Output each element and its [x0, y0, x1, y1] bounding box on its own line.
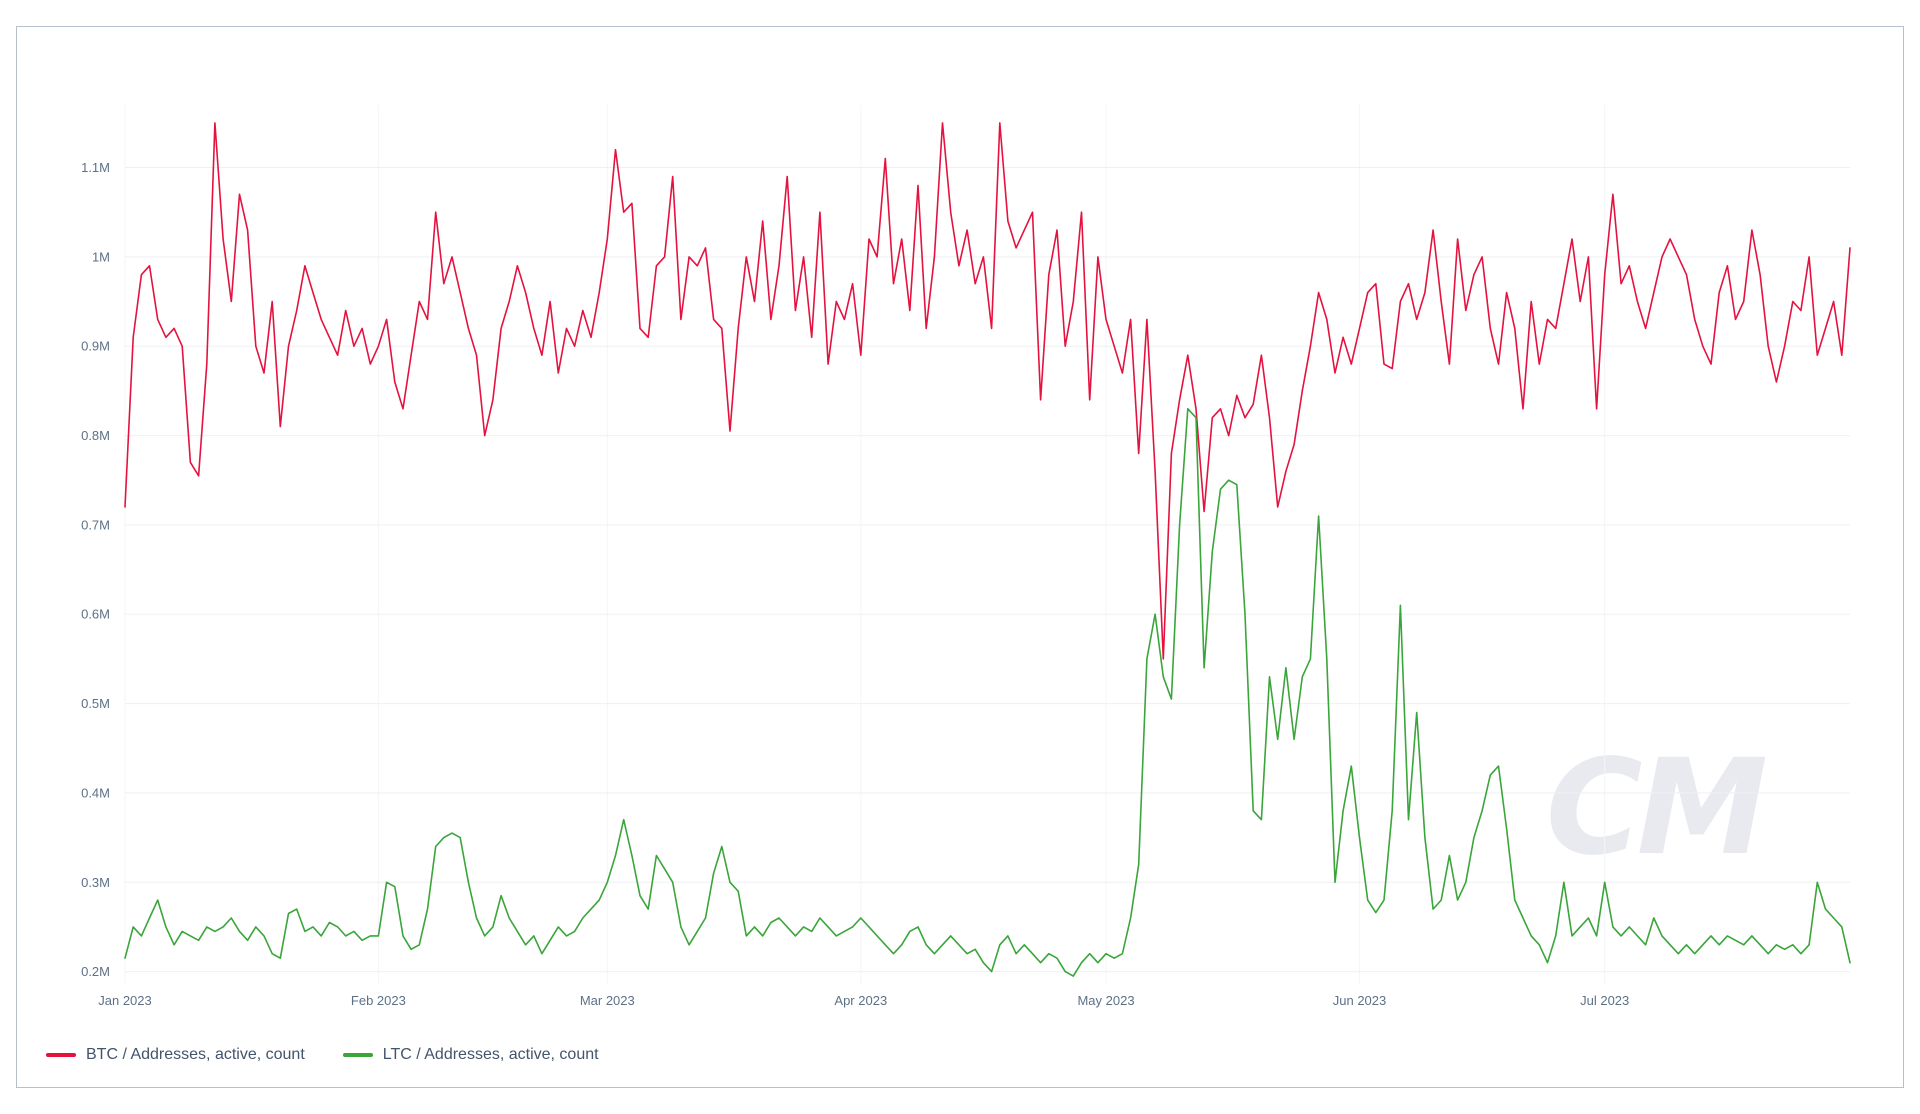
- series-lines: [124, 122, 1851, 977]
- y-tick-label: 0.2M: [81, 964, 110, 979]
- y-tick-label: 0.6M: [81, 607, 110, 622]
- ltc-line-swatch: [342, 1053, 373, 1057]
- y-tick-label: 0.8M: [81, 428, 110, 443]
- y-tick-label: 0.3M: [81, 875, 110, 890]
- y-tick-label: 0.9M: [81, 339, 110, 354]
- x-tick-label: Mar 2023: [580, 993, 635, 1008]
- legend-item-btc[interactable]: BTC / Addresses, active, count: [46, 1046, 305, 1064]
- x-tick-label: Feb 2023: [351, 993, 406, 1008]
- horizontal-gridlines: [125, 167, 1850, 973]
- vertical-gridlines: [124, 105, 1606, 985]
- y-tick-label: 1.1M: [81, 160, 110, 175]
- y-axis-labels: 0.2M 0.3M 0.4M 0.5M 0.6M 0.7M 0.8M 0.9M 1M 1.1M: [81, 160, 110, 979]
- y-tick-label: 1M: [92, 249, 110, 264]
- x-axis-labels: Jan 2023 Feb 2023 Mar 2023 Apr 2023 May 2023…: [98, 993, 1629, 1008]
- x-tick-label: Jul 2023: [1580, 993, 1629, 1008]
- btc-series-line: [124, 122, 1851, 660]
- x-tick-label: May 2023: [1077, 993, 1134, 1008]
- y-tick-label: 0.5M: [81, 696, 110, 711]
- btc-legend-label: BTC / Addresses, active, count: [86, 1046, 305, 1063]
- ltc-legend-label: LTC / Addresses, active, count: [382, 1046, 599, 1063]
- btc-line-swatch: [46, 1053, 76, 1057]
- legend-item-ltc[interactable]: LTC / Addresses, active, count: [342, 1046, 599, 1064]
- x-tick-label: Apr 2023: [834, 993, 887, 1008]
- x-tick-label: Jun 2023: [1333, 993, 1387, 1008]
- watermark-cm-logo: CM: [1545, 731, 1768, 885]
- chart-legend: BTC / Addresses, active, count LTC / Add…: [46, 1046, 599, 1064]
- y-tick-label: 0.7M: [81, 517, 110, 532]
- x-tick-label: Jan 2023: [98, 993, 152, 1008]
- y-tick-label: 0.4M: [81, 785, 110, 800]
- ltc-series-line: [124, 407, 1851, 977]
